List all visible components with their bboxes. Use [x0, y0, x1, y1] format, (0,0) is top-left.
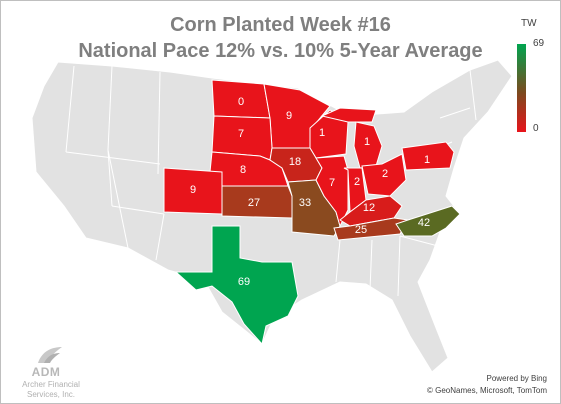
state-borders — [65, 65, 477, 297]
map-title: Corn Planted Week #16 — [170, 14, 391, 36]
label-missouri: 33 — [299, 197, 311, 209]
map-subtitle: National Pace 12% vs. 10% 5-Year Average — [78, 40, 483, 62]
state-pennsylvania[interactable] — [401, 141, 455, 171]
label-illinois: 7 — [329, 177, 335, 189]
logo-name: ADM — [31, 365, 61, 379]
legend-max-value: 69 — [533, 38, 545, 49]
state-texas[interactable] — [174, 225, 299, 346]
label-michigan: 1 — [364, 136, 370, 148]
logo-subtitle-line2: Services, Inc. — [26, 390, 75, 399]
label-north-carolina: 42 — [418, 217, 430, 229]
powered-by-credit: Powered by Bing — [486, 374, 547, 383]
label-iowa: 18 — [289, 156, 301, 168]
label-texas: 69 — [238, 276, 250, 288]
legend-label: TW — [521, 18, 537, 29]
label-nebraska: 8 — [240, 164, 246, 176]
adm-leaf-icon — [38, 347, 62, 363]
label-ohio: 2 — [382, 168, 388, 180]
label-kentucky: 12 — [363, 202, 375, 214]
state-michigan-upper[interactable] — [320, 107, 377, 123]
copyright-credit: © GeoNames, Microsoft, TomTom — [427, 386, 547, 395]
logo-subtitle-line1: Archer Financial — [22, 380, 80, 389]
state-illinois[interactable] — [315, 155, 349, 228]
label-wisconsin: 1 — [319, 127, 325, 139]
legend-min-value: 0 — [533, 123, 539, 134]
state-north-carolina[interactable] — [395, 205, 461, 237]
label-pennsylvania: 1 — [424, 154, 430, 166]
state-ohio[interactable] — [361, 153, 407, 197]
logo-subtitle: Archer Financial Services, Inc. — [6, 380, 96, 400]
label-kansas: 27 — [248, 197, 260, 209]
label-north-dakota: 0 — [238, 96, 244, 108]
label-colorado: 9 — [190, 184, 196, 196]
label-indiana: 2 — [354, 176, 360, 188]
label-south-dakota: 7 — [238, 128, 244, 140]
label-tennessee: 25 — [355, 224, 367, 236]
legend-color-scale — [517, 44, 526, 132]
label-minnesota: 9 — [286, 110, 292, 122]
